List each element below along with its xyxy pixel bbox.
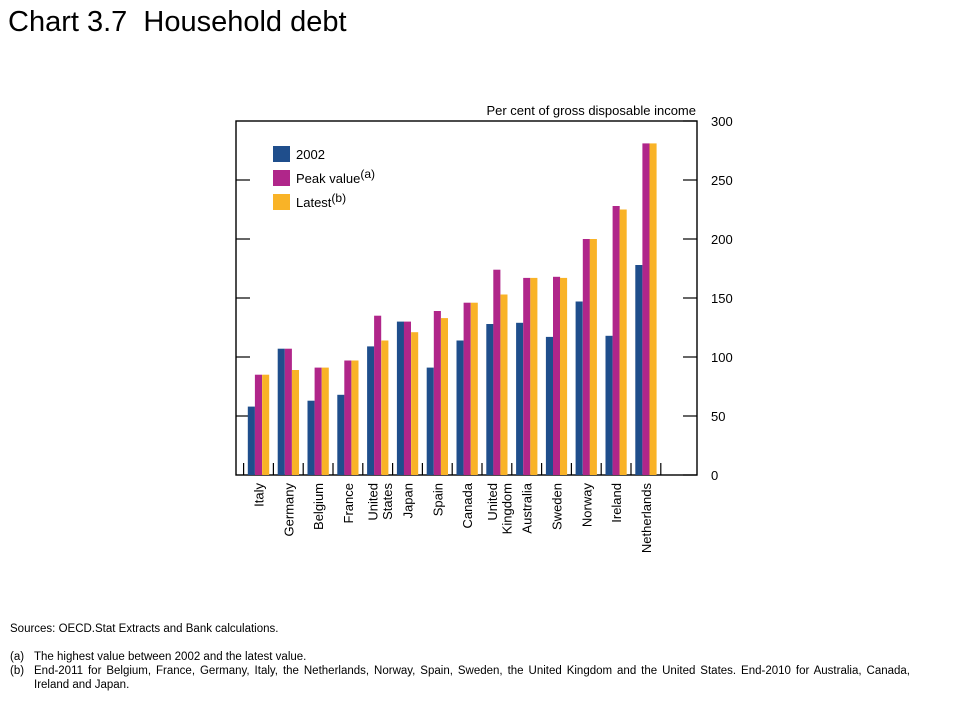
y-tick-label: 150	[711, 291, 733, 306]
bar-2002	[247, 406, 255, 475]
x-category-label: Japan	[401, 483, 416, 518]
bar-2002	[367, 346, 375, 475]
bar-peak-value	[374, 315, 382, 475]
footnote-a: (a) The highest value between 2002 and t…	[10, 650, 910, 664]
x-category-label-line: Canada	[460, 482, 475, 528]
y-tick-label: 250	[711, 173, 733, 188]
bar-peak-value	[642, 143, 650, 475]
bar-2002	[486, 324, 494, 475]
bar-latest	[589, 239, 597, 475]
y-tick-label: 200	[711, 232, 733, 247]
bar-latest	[530, 277, 538, 475]
bar-2002	[337, 394, 345, 475]
x-category-label-line: Germany	[281, 483, 296, 537]
bar-2002	[456, 340, 464, 475]
legend-swatch-2002	[273, 146, 290, 162]
bar-peak-value	[582, 239, 590, 475]
x-category-label-line: States	[380, 483, 395, 520]
bar-peak-value	[314, 367, 322, 475]
bar-latest	[500, 294, 508, 475]
x-category-label: Ireland	[609, 483, 624, 523]
y-tick-label: 0	[711, 468, 718, 483]
x-category-label: United States	[366, 483, 396, 521]
x-category-label-line: Netherlands	[639, 483, 654, 554]
bar-peak-value	[553, 276, 561, 475]
bar-2002	[307, 400, 315, 475]
bar-peak-value	[254, 374, 262, 475]
bar-2002	[396, 321, 404, 475]
y-tick-label: 100	[711, 350, 733, 365]
footnote-a-key: (a)	[10, 651, 25, 663]
y-tick-label: 300	[711, 114, 733, 129]
bar-latest	[560, 277, 568, 475]
bar-peak-value	[433, 311, 441, 475]
bar-latest	[321, 367, 329, 475]
legend-superscript: (a)	[360, 167, 375, 181]
legend-superscript: (b)	[331, 191, 346, 205]
legend-swatch-latest	[273, 194, 290, 210]
bar-latest	[649, 143, 657, 475]
x-category-label-line: Norway	[579, 483, 594, 528]
legend-label-2002: 2002	[296, 147, 325, 162]
bar-latest	[470, 302, 478, 475]
bar-2002	[545, 336, 553, 475]
x-category-label: Germany	[281, 483, 296, 537]
sources-note: Sources: OECD.Stat Extracts and Bank cal…	[10, 623, 279, 635]
x-category-label-line: Sweden	[550, 483, 565, 530]
x-category-label: Netherlands	[639, 483, 654, 554]
bar-peak-value	[523, 277, 531, 475]
bar-latest	[351, 360, 359, 475]
bar-latest	[262, 374, 270, 475]
x-category-label: France	[341, 483, 356, 523]
bar-peak-value	[612, 206, 620, 475]
footnote-b-key: (b)	[10, 665, 25, 677]
x-category-label-line: Kingdom	[499, 483, 514, 534]
x-category-label-line: United	[366, 483, 381, 521]
bar-peak-value	[463, 302, 471, 475]
bar-peak-value	[344, 360, 352, 475]
x-category-label: Italy	[252, 483, 267, 507]
x-category-label-line: Spain	[430, 483, 445, 516]
x-category-label: Canada	[460, 482, 475, 528]
bar-2002	[277, 348, 285, 475]
chart-title: Chart 3.7 Household debt	[8, 6, 347, 38]
footnote-b-text: End-2011 for Belgium, France, Germany, I…	[34, 665, 910, 691]
x-category-label-line: Ireland	[609, 483, 624, 523]
bar-peak-value	[284, 348, 292, 475]
bar-latest	[291, 370, 299, 475]
bar-latest	[381, 340, 389, 475]
bar-latest	[411, 332, 419, 475]
x-category-label: Australia	[520, 482, 535, 533]
x-category-label: Spain	[430, 483, 445, 516]
legend-label-peak-value: Peak value(a)	[296, 167, 375, 186]
x-category-label-line: United	[485, 483, 500, 521]
bar-latest	[440, 318, 448, 475]
bar-2002	[516, 322, 524, 475]
footnote-a-text: The highest value between 2002 and the l…	[34, 651, 307, 663]
x-category-label-line: Japan	[401, 483, 416, 518]
legend-label-latest: Latest(b)	[296, 191, 346, 210]
x-category-label-line: France	[341, 483, 356, 523]
x-category-label: Belgium	[311, 483, 326, 530]
bar-chart: 0 50 100 150 200 250 300 Per cent of gross disp…	[235, 103, 733, 554]
bar-2002	[426, 367, 434, 475]
y-axis-unit-label: Per cent of gross disposable income	[486, 103, 696, 118]
x-category-label: Sweden	[550, 483, 565, 530]
bar-2002	[575, 301, 583, 475]
y-tick-label: 50	[711, 409, 725, 424]
bar-latest	[619, 209, 627, 475]
x-category-label-line: Australia	[520, 482, 535, 533]
legend-swatch-peak-value	[273, 170, 290, 186]
x-category-label: United Kingdom	[485, 483, 515, 534]
x-category-label-line: Italy	[252, 483, 267, 507]
x-category-label: Norway	[579, 483, 594, 528]
x-category-label-line: Belgium	[311, 483, 326, 530]
chart-notes: Sources: OECD.Stat Extracts and Bank cal…	[10, 622, 910, 692]
bar-2002	[605, 335, 613, 475]
bar-2002	[635, 265, 643, 475]
footnote-b: (b) End-2011 for Belgium, France, German…	[10, 664, 910, 692]
bar-peak-value	[403, 321, 411, 475]
bar-peak-value	[493, 269, 501, 475]
